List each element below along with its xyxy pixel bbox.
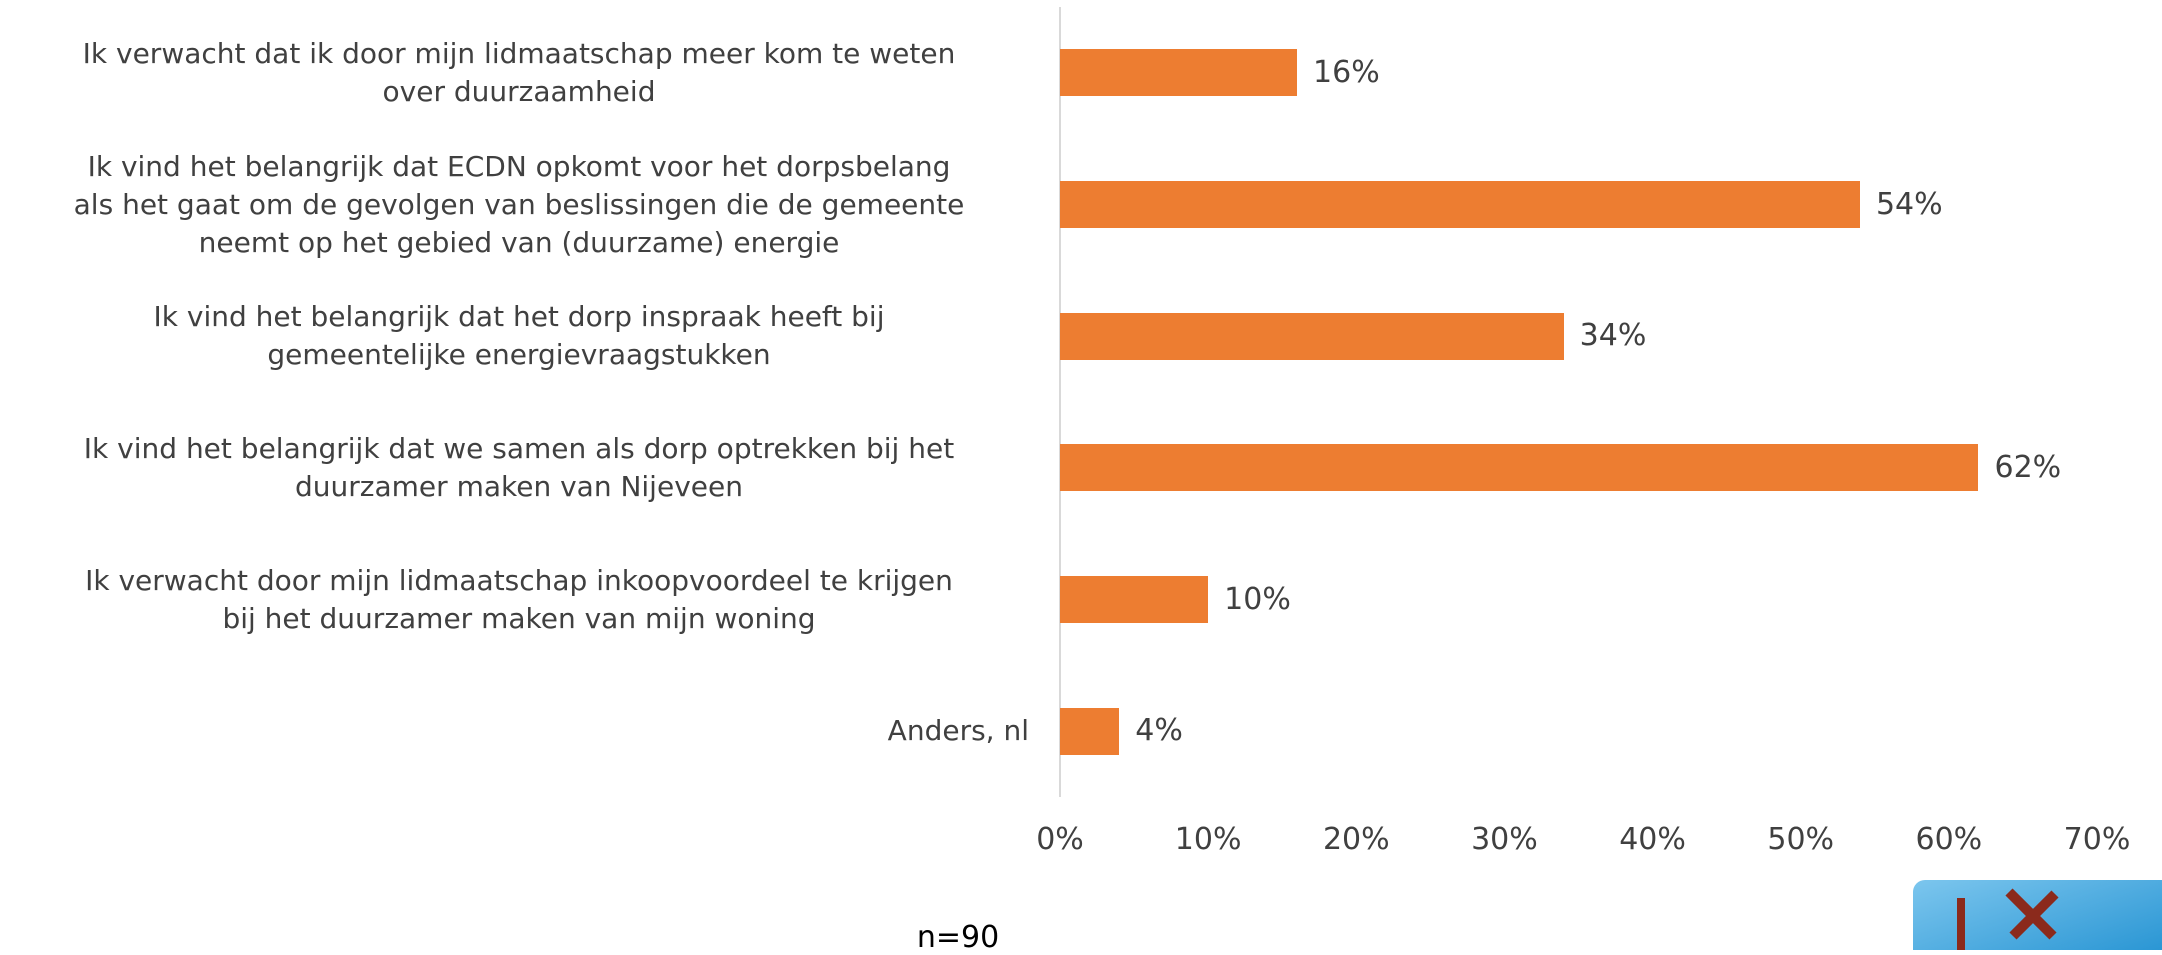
bar xyxy=(1060,49,1298,97)
x-tick-label: 70% xyxy=(2063,822,2131,857)
x-tick-label: 40% xyxy=(1619,822,1686,857)
category-label: Anders, nl xyxy=(887,714,1029,748)
category-label: Ik verwacht door mijn lidmaatschap inkoo… xyxy=(85,563,953,635)
bar xyxy=(1060,312,1564,360)
axis-line xyxy=(1059,7,1061,797)
x-tick-label: 30% xyxy=(1471,822,1538,857)
data-label: 10% xyxy=(1224,581,1291,617)
category-label: Ik vind het belangrijk dat ECDN opkomt v… xyxy=(73,149,965,259)
bar xyxy=(1060,576,1209,623)
data-label: 16% xyxy=(1313,54,1380,90)
x-tick-label: 0% xyxy=(1036,822,1084,857)
x-tick-label: 20% xyxy=(1322,822,1390,857)
data-label: 4% xyxy=(1135,713,1183,749)
x-tick-label: 10% xyxy=(1174,822,1242,857)
logo xyxy=(1913,880,2162,950)
bar xyxy=(1060,707,1120,755)
data-label: 62% xyxy=(1994,449,2062,485)
category-label: Ik verwacht dat ik door mijn lidmaatscha… xyxy=(82,36,956,108)
x-tick-label: 60% xyxy=(1915,822,1983,857)
category-label: Ik vind het belangrijk dat we samen als … xyxy=(83,431,955,503)
bar xyxy=(1060,444,1979,492)
data-label: 54% xyxy=(1875,186,1943,222)
bar xyxy=(1060,181,1860,228)
sample-note: n=90 xyxy=(916,920,1000,955)
x-tick-label: 50% xyxy=(1767,822,1835,857)
data-label: 34% xyxy=(1579,318,1647,354)
category-label: Ik vind het belangrijk dat het dorp insp… xyxy=(153,300,885,372)
